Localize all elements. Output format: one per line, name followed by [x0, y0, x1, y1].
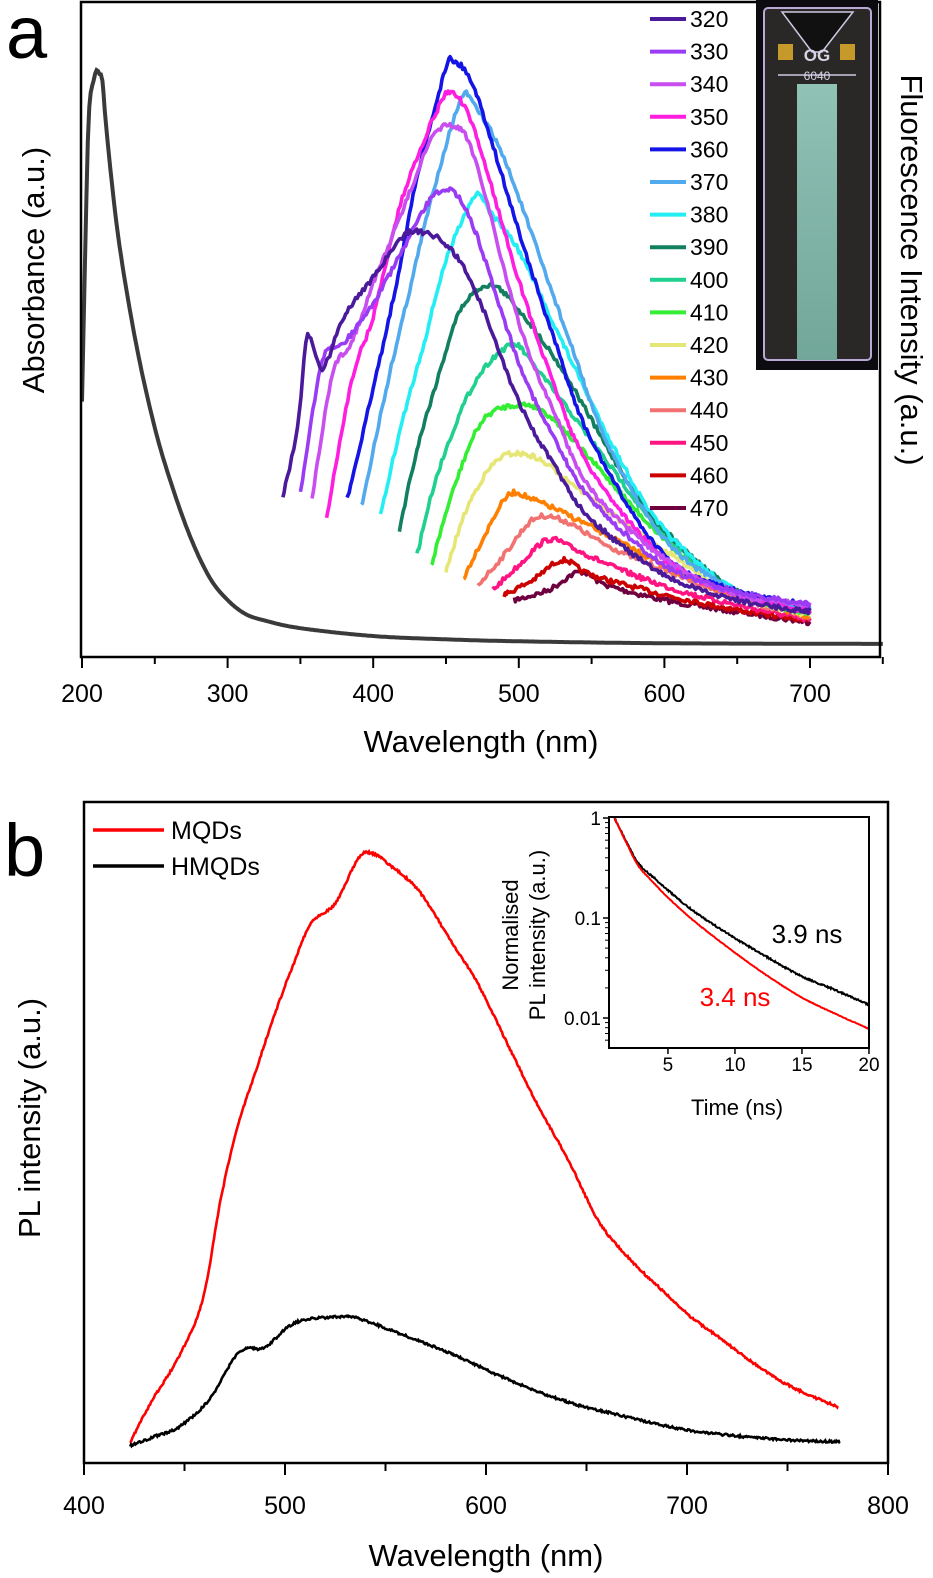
legend-label-350: 350	[690, 104, 728, 130]
x-tick-label: 500	[498, 680, 540, 708]
legend-label-370: 370	[690, 169, 728, 195]
fluorescence-curve-450	[491, 535, 812, 623]
legend-label-390: 390	[690, 234, 728, 260]
inset-curves	[613, 816, 870, 1030]
svg-text:6040: 6040	[804, 69, 831, 83]
decay-curve-hmqds	[613, 816, 870, 1007]
pl-curve-MQDs	[129, 848, 839, 1445]
x-tick-label: 400	[352, 680, 394, 708]
annotation-mqds-lifetime: 3.4 ns	[700, 982, 771, 1012]
inset-y-tick-label: 0.1	[575, 909, 601, 930]
x-tick-label: 200	[61, 680, 103, 708]
inset-y-tick-label: 0.01	[564, 1009, 601, 1030]
legend-label-460: 460	[690, 462, 728, 488]
fluorescence-curve-320	[281, 227, 812, 616]
x-tick-label: 400	[63, 1492, 105, 1520]
legend-label-440: 440	[690, 397, 728, 423]
legend-b: MQDs HMQDs	[93, 817, 260, 881]
fluorescence-curve-460	[502, 555, 812, 623]
x-ticks-b: 400 500 600 700 800	[63, 1463, 909, 1520]
fluorescence-curve-380	[378, 190, 811, 614]
x-tick-label: 700	[789, 680, 831, 708]
cuvette-photo: OG 6040	[756, 0, 878, 370]
panel-b: b PL intensity (a.u.) Wavelength (nm) 40…	[4, 800, 909, 1573]
x-tick-label: 700	[666, 1492, 708, 1520]
plot-frame-a	[79, 0, 882, 659]
x-axis-title-b: Wavelength (nm)	[369, 1538, 604, 1573]
x-tick-label: 300	[207, 680, 249, 708]
inset-x-tick-label: 20	[858, 1055, 879, 1076]
legend-label-mqds: MQDs	[171, 817, 242, 845]
legend-label-410: 410	[690, 299, 728, 325]
legend-label-430: 430	[690, 365, 728, 391]
legend-label-400: 400	[690, 267, 728, 293]
legend-label-360: 360	[690, 136, 728, 162]
y-axis-title-fluorescence: Fluorescence Intensity (a.u.)	[894, 74, 929, 465]
y-axis-title-pl: PL intensity (a.u.)	[12, 998, 47, 1238]
inset-frame	[608, 816, 870, 1049]
cuvette-label-text: OG	[804, 46, 830, 65]
pl-curve-HMQDs	[128, 1313, 841, 1449]
inset-x-title: Time (ns)	[691, 1095, 783, 1120]
panel-label-a: a	[6, 0, 48, 74]
panel-b-curves	[128, 848, 841, 1449]
x-tick-label: 500	[264, 1492, 306, 1520]
x-axis-title-a: Wavelength (nm)	[364, 724, 599, 759]
inset-x-tick-label: 5	[663, 1055, 674, 1076]
annotation-hmqds-lifetime: 3.9 ns	[772, 919, 843, 949]
legend-label-hmqds: HMQDs	[171, 853, 260, 881]
panel-a: a Absorbance (a.u.) Fluorescence Intensi…	[6, 0, 929, 759]
x-tick-label: 800	[867, 1492, 909, 1520]
legend-label-380: 380	[690, 202, 728, 228]
fluorescence-curve-470	[512, 569, 812, 627]
panel-a-curves	[80, 54, 883, 646]
inset-y-tick-label: 1	[590, 809, 601, 830]
inset-y-title-line1: Normalised	[498, 879, 523, 990]
legend-label-420: 420	[690, 332, 728, 358]
x-tick-label: 600	[644, 680, 686, 708]
legend-label-340: 340	[690, 71, 728, 97]
panel-label-b: b	[4, 809, 45, 892]
y-axis-title-absorbance: Absorbance (a.u.)	[16, 147, 51, 393]
legend-label-450: 450	[690, 430, 728, 456]
legend-label-470: 470	[690, 495, 728, 521]
legend-label-320: 320	[690, 6, 728, 32]
inset-x-tick-label: 10	[724, 1055, 745, 1076]
legend-label-330: 330	[690, 39, 728, 65]
fluorescence-curve-330	[298, 186, 812, 609]
fluorescence-curve-360	[345, 54, 812, 608]
plot-frame-b	[82, 800, 890, 1465]
legend-a: 320 330 340 350 360 370 380 390 400 410 420 430 440 4…	[650, 6, 728, 521]
inset-ticks: 5 10 15 20 1 0.1 0.01	[564, 809, 880, 1076]
x-ticks-a: 200 300 400 500 600 700	[61, 657, 884, 708]
absorbance-curve	[80, 67, 883, 646]
decay-curve-mqds	[613, 817, 870, 1030]
inset-x-tick-label: 15	[791, 1055, 812, 1076]
inset-decay-plot: 5 10 15 20 1 0.1 0.01 Normalised PL intensity …	[498, 809, 880, 1120]
inset-y-title-line2: PL intensity (a.u.)	[525, 850, 550, 1020]
x-tick-label: 600	[465, 1492, 507, 1520]
